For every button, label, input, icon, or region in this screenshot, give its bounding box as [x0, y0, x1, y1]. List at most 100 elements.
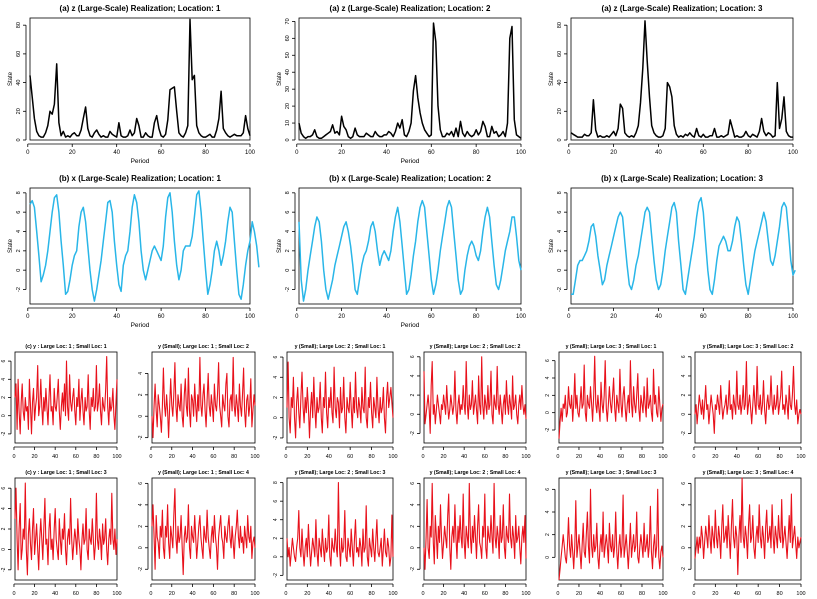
chart-title: (b) x (Large-Scale) Realization; Locatio…: [601, 174, 763, 183]
x-tick-label: 0: [284, 591, 287, 597]
x-tick-label: 20: [69, 314, 76, 320]
plot-frame: [694, 351, 802, 444]
x-tick-label: 20: [712, 454, 718, 460]
series-line-1: [286, 482, 394, 567]
chart-title: (a) z (Large-Scale) Realization; Locatio…: [602, 4, 763, 13]
x-tick-label: 0: [295, 150, 299, 156]
x-tick-label: 20: [169, 454, 175, 460]
y-tick-label: 0: [410, 413, 416, 416]
y-tick-label: 4: [1, 507, 7, 510]
x-tick-label: 80: [369, 591, 375, 597]
y-tick-label: 8: [557, 191, 563, 194]
y-tick-label: 0: [273, 555, 279, 558]
chart-panel-16: y (Small); Large Loc: 2 ; Small Loc: 4 0 2…: [410, 470, 531, 597]
chart-title: (a) z (Large-Scale) Realization; Locatio…: [60, 4, 221, 13]
y-tick-label: 10: [285, 120, 291, 126]
series-line-1: [29, 190, 260, 302]
series-line-1: [151, 356, 256, 439]
x-tick-label: 40: [655, 314, 662, 320]
y-tick-label: 2: [681, 525, 687, 528]
x-tick-label: 0: [421, 454, 424, 460]
y-tick-label: 2: [273, 396, 279, 399]
x-tick-label: 80: [502, 454, 508, 460]
x-tick-label: 80: [502, 591, 508, 597]
y-tick-label: 0: [545, 556, 551, 559]
x-tick-label: 60: [347, 454, 353, 460]
x-tick-label: 80: [639, 591, 645, 597]
x-tick-label: 60: [618, 591, 624, 597]
y-axis-label: State: [549, 238, 555, 253]
y-tick-label: 0: [681, 546, 687, 549]
chart-panel-15: y (Small); Large Loc: 2 ; Small Loc: 3 0 2…: [273, 470, 398, 597]
y-tick-label: 2: [285, 249, 291, 252]
y-tick-label: 2: [138, 525, 144, 528]
y-tick-label: 2: [545, 394, 551, 397]
y-tick-label: 0: [1, 548, 7, 551]
x-axis-label: Period: [131, 322, 150, 329]
chart-panel-9: y (Small); Large Loc: 2 ; Small Loc: 1 0 2…: [273, 344, 398, 460]
x-tick-label: 60: [428, 314, 435, 320]
y-tick-label: 2: [410, 525, 416, 528]
plot-frame: [423, 477, 527, 581]
x-tick-label: 60: [73, 591, 79, 597]
y-tick-label: 4: [410, 374, 416, 377]
plot-frame: [151, 351, 256, 444]
chart-title: (a) z (Large-Scale) Realization; Locatio…: [330, 4, 491, 13]
x-tick-label: 100: [796, 454, 805, 460]
y-tick-label: 2: [545, 533, 551, 536]
x-tick-label: 100: [245, 150, 256, 156]
x-tick-label: 0: [567, 314, 571, 320]
y-tick-label: 4: [410, 503, 416, 506]
x-tick-label: 20: [304, 454, 310, 460]
x-tick-label: 20: [338, 314, 345, 320]
x-tick-label: 20: [576, 454, 582, 460]
y-tick-label: 0: [557, 138, 563, 141]
x-tick-label: 100: [796, 591, 805, 597]
y-tick-label: 40: [557, 80, 563, 86]
x-tick-label: 20: [338, 150, 345, 156]
x-tick-label: 100: [112, 454, 121, 460]
chart-title: y (Small); Large Loc: 1 ; Small Loc: 2: [158, 344, 249, 350]
y-tick-label: -2: [681, 431, 687, 436]
x-tick-label: 100: [516, 150, 527, 156]
x-tick-label: 60: [482, 591, 488, 597]
x-axis-label: Period: [131, 158, 150, 165]
x-tick-label: 20: [610, 314, 617, 320]
y-tick-label: 0: [16, 269, 22, 272]
y-tick-label: 0: [410, 546, 416, 549]
chart-panel-11: y (Small); Large Loc: 3 ; Small Loc: 1 0 2…: [545, 344, 668, 460]
y-tick-label: 40: [285, 69, 291, 75]
chart-panel-5: (b) x (Large-Scale) Realization; Locatio…: [277, 174, 527, 329]
y-tick-label: 20: [285, 103, 291, 109]
series-line-1: [14, 356, 118, 435]
series-line-1: [298, 22, 522, 140]
y-tick-label: 0: [285, 138, 291, 141]
y-tick-label: 2: [16, 249, 22, 252]
y-tick-label: 8: [273, 481, 279, 484]
y-tick-label: -2: [545, 428, 551, 433]
x-tick-label: 100: [521, 454, 530, 460]
x-tick-label: 100: [245, 314, 256, 320]
chart-title: y (Small); Large Loc: 2 ; Small Loc: 1: [295, 344, 386, 350]
x-tick-label: 80: [473, 150, 480, 156]
y-tick-label: 6: [273, 355, 279, 358]
y-tick-label: 0: [138, 415, 144, 418]
y-tick-label: -2: [410, 431, 416, 436]
y-tick-label: 2: [138, 393, 144, 396]
y-tick-label: 2: [681, 393, 687, 396]
chart-panel-2: (a) z (Large-Scale) Realization; Locatio…: [277, 4, 527, 165]
y-tick-label: 6: [285, 211, 291, 214]
y-tick-label: -2: [1, 567, 7, 572]
x-tick-label: 40: [597, 591, 603, 597]
x-tick-label: 100: [788, 314, 799, 320]
x-tick-label: 60: [73, 454, 79, 460]
x-tick-label: 40: [326, 454, 332, 460]
y-tick-label: 6: [545, 359, 551, 362]
y-tick-label: 6: [681, 355, 687, 358]
x-tick-label: 100: [788, 150, 799, 156]
y-tick-label: 4: [545, 510, 551, 513]
chart-panel-13: (c) y : Large Loc: 1 ; Small Loc: 30 20 40…: [1, 470, 122, 597]
chart-title: y (Small); Large Loc: 2 ; Small Loc: 4: [430, 470, 521, 476]
y-tick-label: 50: [285, 52, 291, 58]
y-tick-label: -2: [273, 436, 279, 441]
